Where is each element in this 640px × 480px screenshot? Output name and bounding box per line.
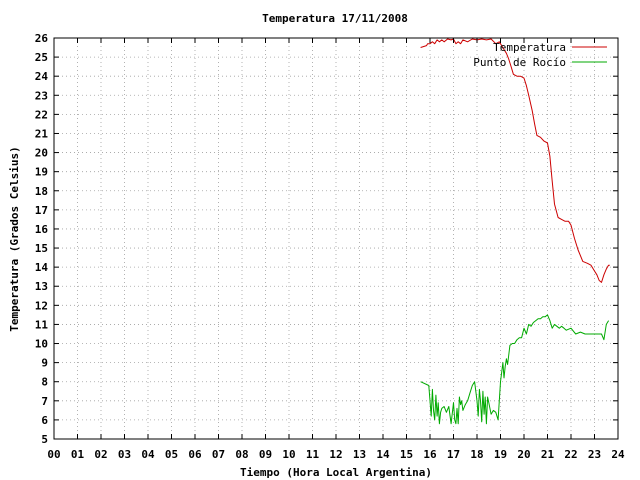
x-axis: 00 01 02 03 04 05 06 07 08 09 10 11 12 13 14 15 16 17 18 19… (47, 38, 625, 461)
y-tick-label: 17 (35, 204, 48, 217)
y-tick-label: 9 (41, 357, 48, 370)
y-tick-label: 22 (35, 108, 48, 121)
chart-title: Temperatura 17/11/2008 (262, 12, 408, 25)
x-tick-label: 09 (259, 448, 272, 461)
y-axis-title: Temperatura (Grados Celsius) (8, 146, 21, 331)
y-tick-label: 10 (35, 338, 48, 351)
y-tick-label: 13 (35, 280, 48, 293)
x-tick-label: 12 (329, 448, 342, 461)
x-tick-label: 19 (494, 448, 507, 461)
x-tick-label: 11 (306, 448, 320, 461)
x-tick-label: 07 (212, 448, 225, 461)
y-tick-label: 19 (35, 166, 48, 179)
x-tick-label: 23 (588, 448, 601, 461)
grid (54, 38, 618, 439)
x-tick-label: 14 (376, 448, 390, 461)
legend: Temperatura Punto de Rocío (473, 41, 607, 69)
y-tick-label: 8 (41, 376, 48, 389)
x-tick-label: 03 (118, 448, 131, 461)
x-tick-label: 08 (235, 448, 248, 461)
series-line-temperatura (420, 38, 610, 283)
x-tick-label: 17 (447, 448, 460, 461)
y-tick-label: 25 (35, 51, 48, 64)
y-tick-label: 6 (41, 414, 48, 427)
x-tick-label: 16 (423, 448, 437, 461)
y-tick-label: 15 (35, 242, 48, 255)
x-tick-label: 13 (353, 448, 366, 461)
y-tick-label: 14 (35, 261, 49, 274)
legend-label-punto-de-rocio: Punto de Rocío (473, 56, 566, 69)
y-tick-label: 23 (35, 89, 48, 102)
series-layer (420, 38, 610, 425)
y-tick-label: 24 (35, 70, 49, 83)
x-tick-label: 18 (470, 448, 483, 461)
x-tick-label: 00 (47, 448, 60, 461)
x-tick-label: 06 (188, 448, 202, 461)
x-tick-label: 21 (541, 448, 555, 461)
y-tick-label: 18 (35, 185, 48, 198)
x-tick-label: 05 (165, 448, 178, 461)
y-tick-label: 7 (41, 395, 48, 408)
legend-label-temperatura: Temperatura (493, 41, 566, 54)
y-tick-label: 16 (35, 223, 49, 236)
x-tick-label: 22 (564, 448, 577, 461)
x-tick-label: 10 (282, 448, 295, 461)
y-tick-label: 21 (35, 127, 49, 140)
x-tick-label: 01 (71, 448, 85, 461)
x-tick-label: 04 (141, 448, 155, 461)
y-tick-label: 20 (35, 147, 48, 160)
x-tick-label: 15 (400, 448, 413, 461)
y-axis: 5 6 7 8 9 10 11 12 13 14 15 16 17 18 19 20 21 22 23 24 25 26 (35, 32, 618, 446)
y-tick-label: 11 (35, 318, 49, 331)
x-tick-label: 20 (517, 448, 530, 461)
x-tick-label: 02 (94, 448, 107, 461)
y-tick-label: 5 (41, 433, 48, 446)
y-tick-label: 12 (35, 299, 48, 312)
x-axis-title: Tiempo (Hora Local Argentina) (240, 466, 432, 479)
x-tick-label: 24 (611, 448, 625, 461)
series-line-punto-de-rocio (420, 314, 610, 425)
y-tick-label: 26 (35, 32, 49, 45)
